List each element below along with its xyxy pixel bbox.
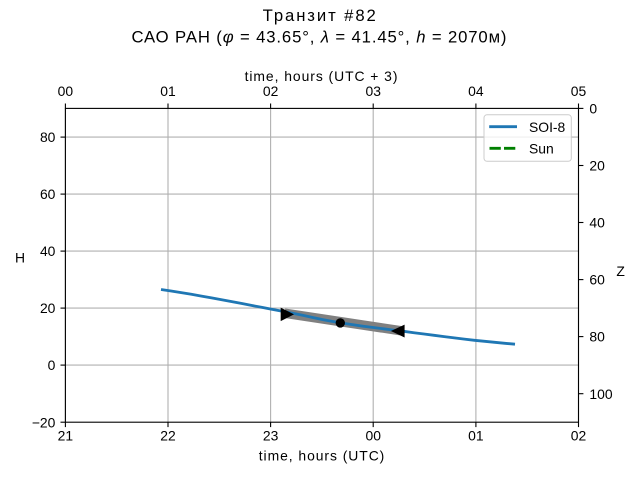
svg-text:60: 60 [589, 272, 605, 288]
svg-text:01: 01 [160, 83, 176, 99]
svg-text:23: 23 [263, 428, 279, 444]
svg-text:22: 22 [160, 428, 176, 444]
svg-text:0: 0 [48, 357, 56, 373]
svg-text:40: 40 [40, 243, 56, 259]
svg-text:100: 100 [589, 386, 612, 402]
svg-text:Z: Z [616, 263, 625, 279]
svg-text:САО РАН (φ = 43.65°, λ = 41.45: САО РАН (φ = 43.65°, λ = 41.45°, h = 207… [131, 28, 507, 47]
svg-text:00: 00 [58, 83, 74, 99]
svg-text:40: 40 [589, 215, 605, 231]
svg-text:−20: −20 [32, 414, 56, 430]
svg-text:time, hours (UTC + 3): time, hours (UTC + 3) [245, 68, 399, 84]
svg-text:60: 60 [40, 186, 56, 202]
svg-text:H: H [15, 249, 25, 265]
svg-text:01: 01 [468, 428, 484, 444]
svg-text:21: 21 [58, 428, 74, 444]
svg-text:04: 04 [468, 83, 484, 99]
svg-text:00: 00 [365, 428, 381, 444]
svg-text:80: 80 [40, 129, 56, 145]
svg-text:20: 20 [40, 300, 56, 316]
svg-text:time, hours (UTC): time, hours (UTC) [259, 448, 386, 464]
svg-text:0: 0 [589, 101, 597, 117]
svg-text:80: 80 [589, 329, 605, 345]
svg-text:02: 02 [571, 428, 587, 444]
svg-text:Sun: Sun [529, 141, 554, 157]
svg-text:Транзит #82: Транзит #82 [263, 6, 378, 25]
svg-text:02: 02 [263, 83, 279, 99]
svg-text:05: 05 [571, 83, 587, 99]
svg-text:20: 20 [589, 158, 605, 174]
svg-text:SOI-8: SOI-8 [529, 119, 566, 135]
svg-text:03: 03 [365, 83, 381, 99]
